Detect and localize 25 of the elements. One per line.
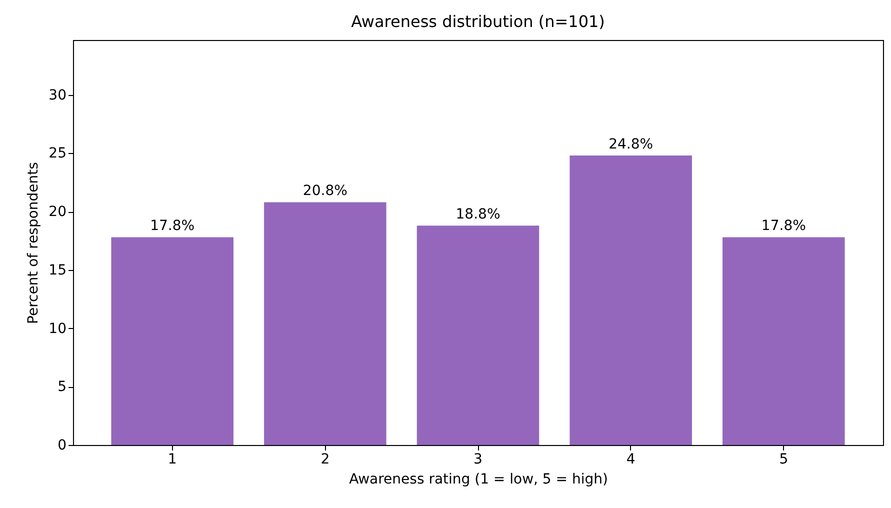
data-label: 17.8% — [150, 218, 195, 234]
data-label: 17.8% — [761, 218, 806, 234]
x-tick-label: 1 — [168, 452, 177, 468]
x-tick-label: 4 — [626, 452, 636, 468]
data-label: 24.8% — [608, 136, 654, 153]
bar — [722, 237, 845, 445]
data-label: 18.8% — [456, 206, 500, 223]
y-axis-title: Percent of respondents — [26, 162, 42, 324]
y-tick-label: 5 — [58, 379, 66, 396]
bar — [416, 226, 540, 445]
x-tick-label: 2 — [320, 452, 330, 468]
x-tick-label: 3 — [474, 452, 482, 468]
bar — [570, 156, 692, 445]
y-tick-label: 15 — [48, 262, 66, 278]
data-label: 20.8% — [302, 183, 348, 200]
chart-title: Awareness distribution (n=101) — [351, 12, 605, 31]
y-tick-label: 0 — [58, 438, 66, 454]
y-tick-label: 20 — [48, 204, 66, 220]
x-tick-label: 5 — [779, 452, 788, 468]
bar — [111, 237, 234, 445]
x-axis-title: Awareness rating (1 = low, 5 = high) — [349, 472, 608, 488]
y-tick-label: 25 — [48, 146, 66, 162]
y-tick-label: 10 — [48, 320, 66, 337]
bar — [264, 202, 386, 445]
y-tick-label: 30 — [48, 87, 66, 104]
